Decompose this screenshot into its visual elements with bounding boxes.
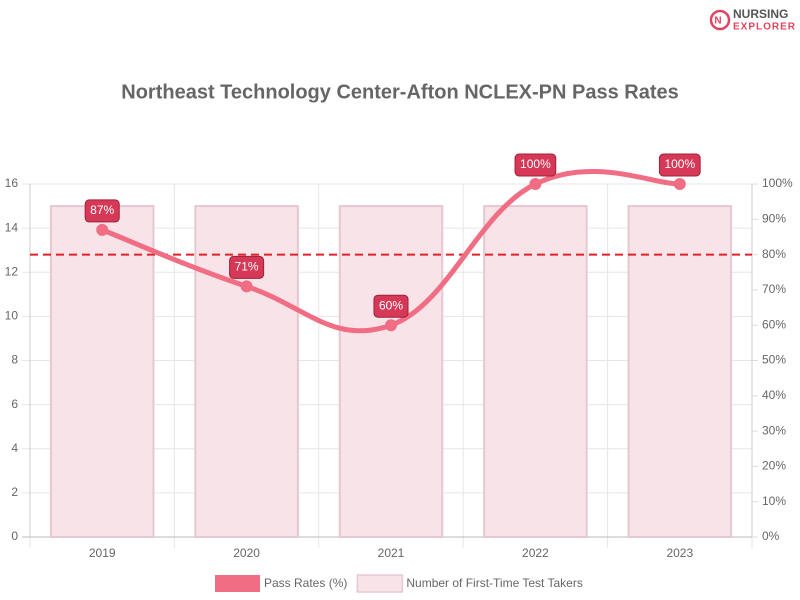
point [385,319,397,332]
y2-tick-label: 50% [762,353,786,367]
y-tick-label: 2 [11,485,18,499]
logo-icon [709,9,731,31]
y2-tick-label: 60% [762,317,786,331]
chart-title: Northeast Technology Center-Afton NCLEX-… [121,81,679,103]
logo-subtext: EXPLORER [733,22,796,33]
y-tick-label: 16 [5,176,19,190]
x-tick-label: 2022 [522,546,549,560]
point [673,178,686,190]
y2-tick-label: 40% [762,388,786,402]
point [96,223,109,236]
point [240,280,253,293]
bar [338,205,444,538]
data-label: 100% [520,157,551,171]
x-tick-label: 2021 [378,546,405,560]
y-tick-label: 8 [11,353,18,367]
bar [483,205,588,538]
y-tick-label: 6 [11,397,18,411]
bar [194,205,299,538]
y-tick-label: 14 [5,220,19,234]
legend-swatch [356,574,404,593]
x-tick-label: 2020 [233,546,260,560]
data-label: 100% [664,157,695,171]
y-tick-label: 0 [11,529,18,543]
data-label-box [84,199,120,223]
data-label-box [373,294,409,318]
logo-text: NURSING [733,7,788,21]
y2-tick-label: 70% [762,282,786,296]
point [529,178,542,190]
y-tick-label: 10 [5,309,19,323]
legend-swatch [215,575,260,592]
y-tick-label: 12 [5,264,19,278]
x-tick-label: 2019 [89,546,116,560]
legend-label: Pass Rates (%) [264,576,347,590]
y2-tick-label: 30% [762,423,786,437]
data-label-box [229,255,265,279]
bar [49,205,155,538]
y2-tick-label: 80% [762,247,786,261]
legend-label: Number of First-Time Test Takers [406,576,582,590]
y2-tick-label: 100% [762,176,793,190]
y-tick-label: 4 [11,441,18,455]
data-label-box [514,153,557,177]
data-label: 87% [90,203,114,217]
y2-tick-label: 90% [762,211,786,225]
data-label: 71% [235,260,259,274]
logo: N NURSING EXPLORER [709,7,796,33]
y2-tick-label: 0% [762,529,780,543]
x-tick-label: 2023 [666,546,693,560]
bar [627,205,733,538]
data-label: 60% [379,298,403,312]
logo-icon-letter: N [714,16,721,27]
y2-tick-label: 20% [762,459,786,473]
data-label-box [658,153,701,177]
y2-tick-label: 10% [762,494,786,508]
